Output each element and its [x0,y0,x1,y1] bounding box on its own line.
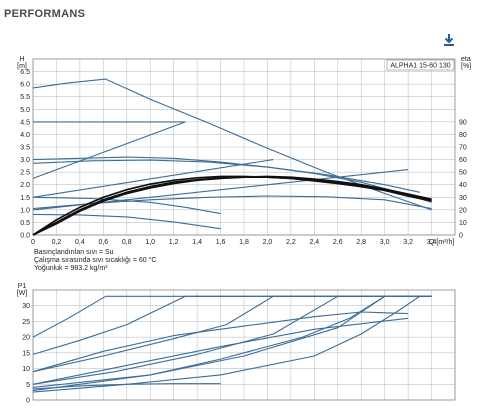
series-line [32,295,432,338]
x-tick-label: 2,8 [356,239,366,246]
note-fluid: Basınçlandırılan sıvı = Su [34,249,114,256]
x-tick-label: 0,4 [75,239,85,246]
y2-axis-label: eta [%] [461,56,471,70]
y2-tick-label: 10 [459,220,467,227]
y-tick-label: 4.0 [20,132,30,139]
series-line [32,311,409,373]
y2-tick-label: 90 [459,119,467,126]
note-temperature: Çalışma sırasında sıvı sıcaklığı = 60 °C [34,257,157,264]
x-tick-label: 2,2 [286,239,296,246]
series-line [32,317,409,385]
y2-tick-label: 70 [459,145,467,152]
series-line [32,121,186,179]
x-tick-label: 1,8 [239,239,249,246]
y-tick-label: 0.0 [20,233,30,240]
series-line [32,78,432,211]
x-tick-label: 2,0 [263,239,273,246]
download-arrow-icon[interactable] [441,32,457,48]
y2-tick-label: 60 [459,157,467,164]
y-tick-label: 3.0 [20,157,30,164]
y2-tick-label: 0 [459,233,463,240]
x-tick-label: 1,0 [145,239,155,246]
model-label-box [386,59,455,71]
plot-frame [32,58,456,236]
x-tick-label: 0,2 [52,239,62,246]
series-line [32,383,221,390]
y2-tick-label: 50 [459,170,467,177]
note-density: Yoğunluk = 983.2 kg/m³ [34,265,108,272]
y-tick-label: 0 [26,398,30,405]
x-tick-label: 1,6 [216,239,226,246]
y2-tick-label: 30 [459,195,467,202]
x-tick-label: 0,6 [98,239,108,246]
y-tick-label: 2.0 [20,182,30,189]
y-tick-label: 6.0 [20,82,30,89]
x-tick-label: 0,8 [122,239,132,246]
y-tick-label: 6.5 [20,69,30,76]
performance-chart-power: 0 5 10 15 20 25 30 P1 [W] [17,283,456,405]
series-line [32,295,432,373]
x-tick-label: 1,4 [192,239,202,246]
series-line [32,196,221,215]
y2-tick-label: 80 [459,132,467,139]
y-axis-label: H [m] [17,56,27,70]
y-tick-label: 15 [22,350,30,357]
y-tick-label: 5 [26,382,30,389]
y-tick-label: 2.5 [20,170,30,177]
y-tick-label: 30 [22,303,30,310]
y-tick-label: 3.5 [20,145,30,152]
x-tick-label: 3,2 [403,239,413,246]
y-tick-label: 20 [22,335,30,342]
series-line [32,295,432,355]
performance-chart-head: 0 0,2 0,4 0,6 0,8 1,0 1,2 1,4 1,6 1,8 2,0 2,2 2,4 2,6… [17,56,471,246]
y2-tick-label: 20 [459,207,467,214]
y-tick-label: 1.5 [20,195,30,202]
x-tick-label: 2,6 [333,239,343,246]
y2-tick-label: 40 [459,182,467,189]
page-title: PERFORMANS [4,8,86,20]
x-axis-label: Q [m³/h] [429,239,454,246]
y-tick-label: 4.5 [20,119,30,126]
y-tick-label: 1.0 [20,207,30,214]
x-tick-label: 1,2 [169,239,179,246]
x-tick-label: 3,4 [427,239,437,246]
y-tick-label: 5.0 [20,107,30,114]
y-tick-label: 5.5 [20,94,30,101]
y-tick-label: 25 [22,319,30,326]
plot-frame [32,289,456,401]
series-line [32,295,432,388]
x-tick-label: 2,4 [309,239,319,246]
x-tick-label: 3,0 [380,239,390,246]
x-tick-label: 0 [31,239,35,246]
series-line [32,295,432,392]
efficiency-line [32,175,432,236]
y-tick-label: 0.5 [20,220,30,227]
y-axis-label: P1 [W] [17,283,28,297]
series-line [32,159,274,198]
model-label: ALPHA1 15-60 130 [390,63,450,70]
y-tick-label: 10 [22,366,30,373]
series-line [32,295,432,385]
